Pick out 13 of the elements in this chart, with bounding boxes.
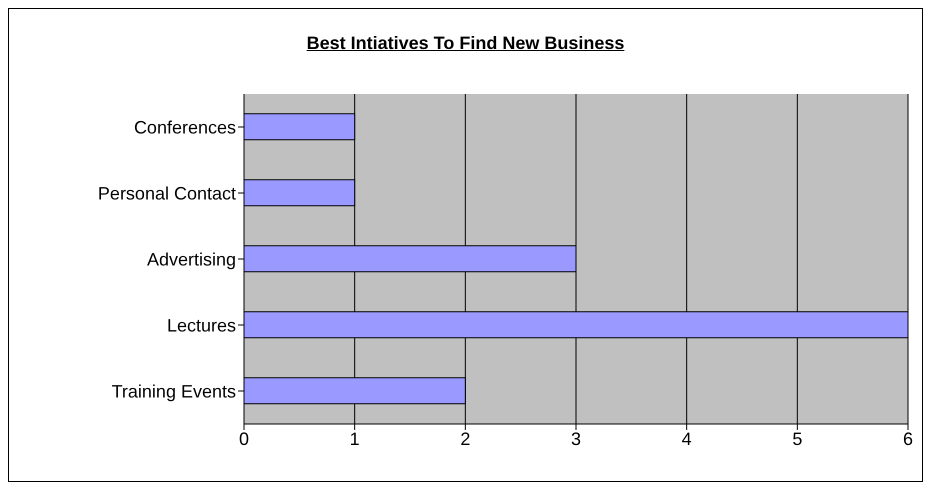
x-tick-label: 1 <box>350 428 360 449</box>
y-tick-label: Lectures <box>166 315 236 336</box>
x-tick-label: 4 <box>682 428 692 449</box>
y-tick-label: Training Events <box>112 381 236 402</box>
chart-title: Best Intiatives To Find New Business <box>306 32 626 54</box>
x-tick-label: 0 <box>238 428 250 449</box>
x-tick-label: 2 <box>460 428 470 449</box>
x-tick-label: 5 <box>792 428 802 449</box>
y-tick-label: Personal Contact <box>98 183 236 204</box>
y-tick-label: Advertising <box>146 249 236 270</box>
x-tick-label: 6 <box>902 428 914 449</box>
y-tick-label: Conferences <box>134 117 236 138</box>
x-tick-label: 3 <box>570 428 582 449</box>
